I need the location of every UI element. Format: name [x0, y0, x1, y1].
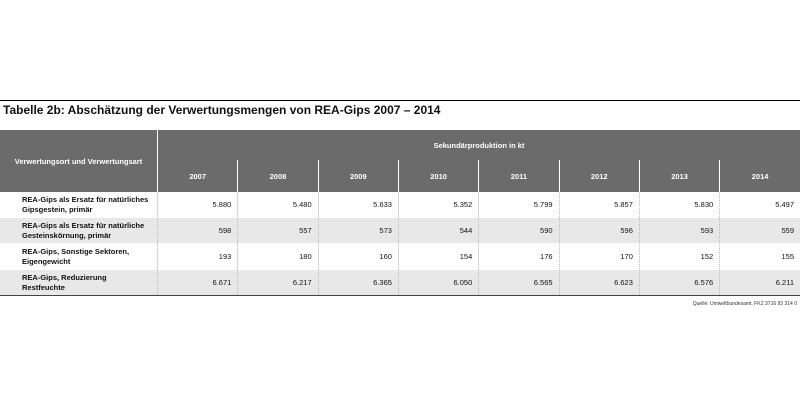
value-cell: 557 [237, 217, 319, 244]
value-cell: 573 [317, 217, 399, 244]
value-cell: 6.217 [237, 269, 319, 296]
year-header: 2008 [237, 160, 319, 192]
title-rule [0, 100, 800, 101]
value-cell: 180 [237, 243, 319, 270]
value-cell: 590 [478, 217, 560, 244]
value-cell: 6.365 [317, 269, 399, 296]
value-cell: 170 [558, 243, 640, 270]
value-cell: 5.857 [558, 192, 640, 218]
value-cell: 152 [638, 243, 720, 270]
table-row: REA-Gips, Reduzierung Restfeuchte 6.671 … [0, 269, 800, 296]
value-cell: 5.633 [317, 192, 399, 218]
value-cell: 5.799 [478, 192, 560, 218]
value-cell: 6.623 [558, 269, 640, 296]
year-header: 2010 [397, 160, 479, 192]
value-cell: 154 [397, 243, 479, 270]
value-cell: 596 [558, 217, 640, 244]
row-label: REA-Gips, Reduzierung Restfeuchte [0, 269, 158, 296]
year-header: 2007 [157, 160, 238, 192]
value-cell: 6.211 [719, 269, 800, 296]
value-cell: 6.050 [397, 269, 479, 296]
year-header: 2013 [638, 160, 720, 192]
table-row: REA-Gips, Sonstige Sektoren, Eigengewich… [0, 243, 800, 270]
value-cell: 6.671 [156, 269, 238, 296]
value-cell: 5.497 [719, 192, 800, 218]
data-table: Verwertungsort und Verwertungsart Sekund… [0, 130, 800, 296]
value-cell: 193 [156, 243, 238, 270]
value-cell: 5.352 [397, 192, 479, 218]
year-header: 2011 [478, 160, 560, 192]
table-title: Tabelle 2b: Abschätzung der Verwertungsm… [3, 103, 441, 117]
value-cell: 5.880 [156, 192, 238, 218]
year-header: 2009 [317, 160, 399, 192]
row-label: REA-Gips als Ersatz für natürliche Geste… [0, 217, 158, 244]
value-cell: 559 [719, 217, 800, 244]
value-cell: 176 [478, 243, 560, 270]
value-cell: 593 [638, 217, 720, 244]
value-cell: 155 [719, 243, 800, 270]
value-cell: 598 [156, 217, 238, 244]
year-header: 2012 [558, 160, 640, 192]
row-header: Verwertungsort und Verwertungsart [0, 130, 158, 192]
value-cell: 544 [397, 217, 479, 244]
row-label: REA-Gips als Ersatz für natürliches Gips… [0, 192, 158, 218]
table-row: REA-Gips als Ersatz für natürliches Gips… [0, 192, 800, 218]
value-cell: 5.830 [638, 192, 720, 218]
value-cell: 6.565 [478, 269, 560, 296]
source-note: Quelle: Umweltbundesamt, FKZ 3716 93 314… [692, 301, 797, 307]
value-cell: 160 [317, 243, 399, 270]
year-header: 2014 [719, 160, 800, 192]
value-cell: 6.576 [638, 269, 720, 296]
value-cell: 5.480 [237, 192, 319, 218]
group-header: Sekundärproduktion in kt [157, 130, 800, 160]
table-row: REA-Gips als Ersatz für natürliche Geste… [0, 217, 800, 244]
row-label: REA-Gips, Sonstige Sektoren, Eigengewich… [0, 243, 158, 270]
